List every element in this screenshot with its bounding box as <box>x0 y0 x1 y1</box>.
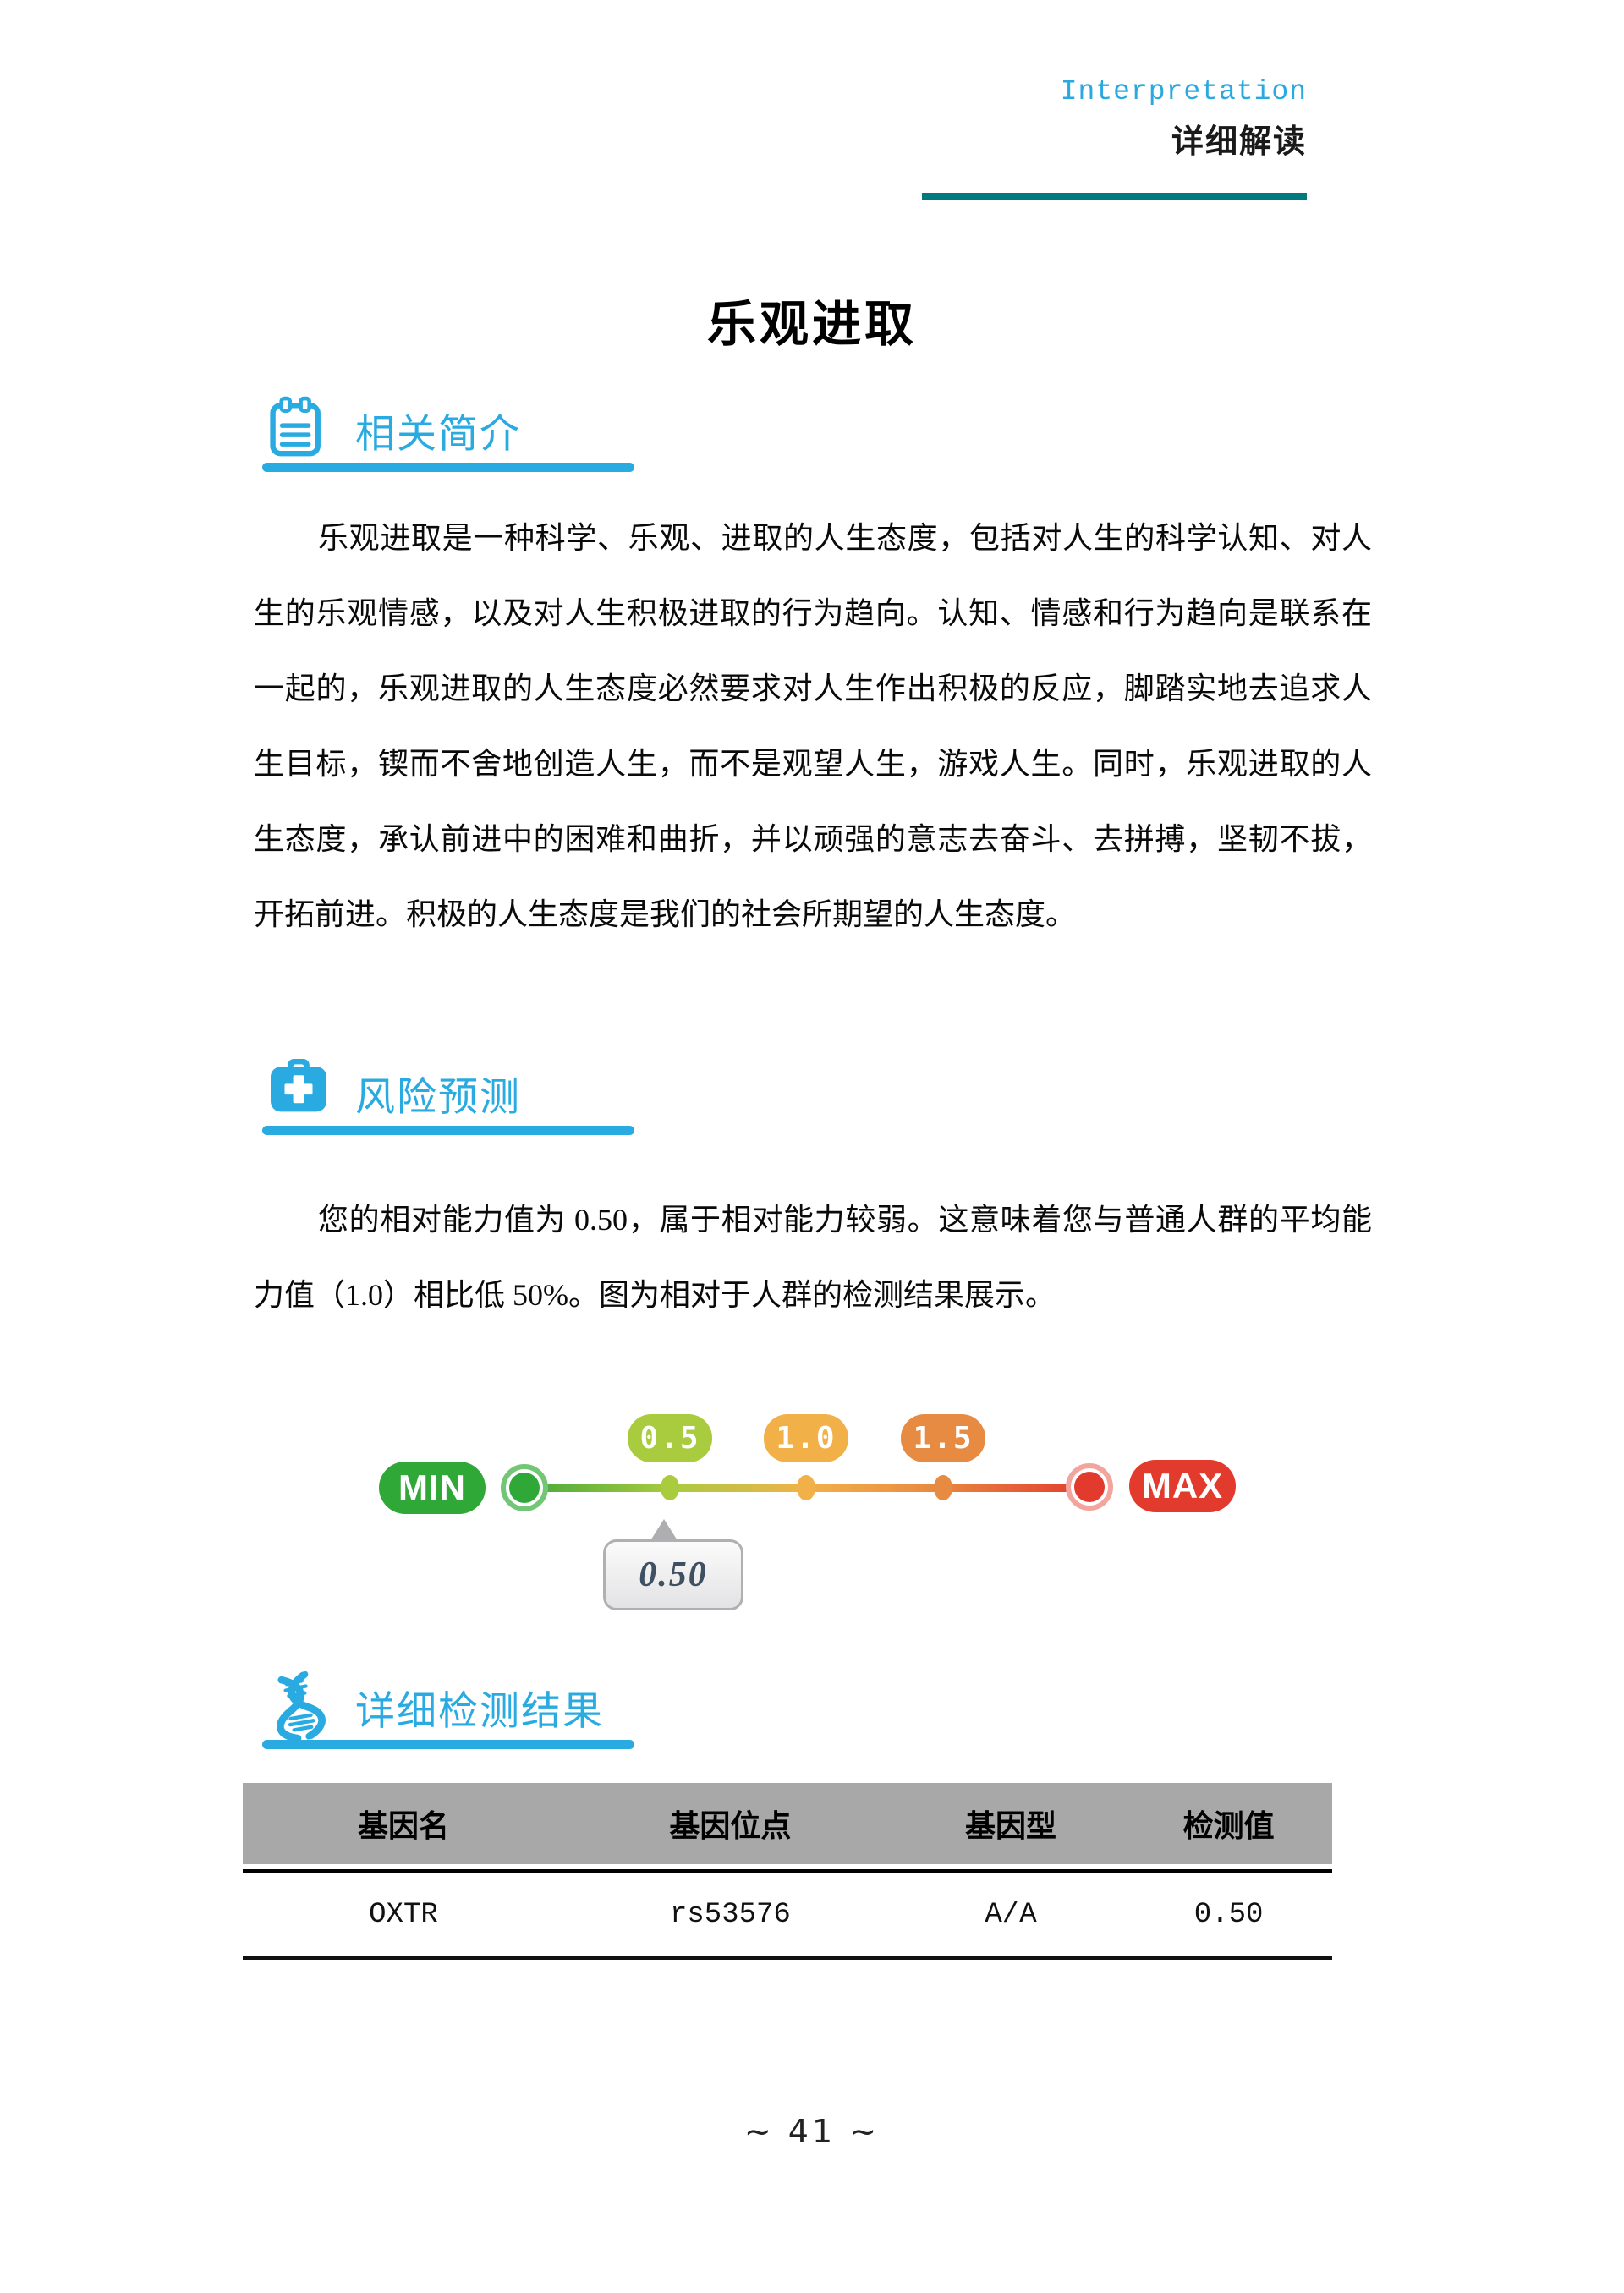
page-title: 乐观进取 <box>706 297 917 352</box>
first-aid-kit-icon <box>269 1059 328 1119</box>
section-label-intro: 相关简介 <box>355 411 521 456</box>
section-header-results: 详细检测结果 <box>262 1670 634 1751</box>
table-bottom-border <box>243 1956 1332 1960</box>
cell-genotype: A/A <box>985 1899 1037 1931</box>
risk-gauge: 0.5 1.0 1.5 MIN MAX 0.50 <box>364 1404 1260 1624</box>
section-underline <box>262 1126 634 1135</box>
table-header-divider <box>243 1869 1332 1873</box>
section-underline <box>262 463 634 472</box>
gauge-end-marker <box>1066 1463 1113 1511</box>
header-english-label: Interpretation <box>1060 76 1307 107</box>
section-label-results: 详细检测结果 <box>355 1688 604 1733</box>
column-header-gene-locus: 基因位点 <box>669 1808 792 1843</box>
table-row: OXTR rs53576 A/A 0.50 <box>243 1873 1332 1956</box>
cell-value: 0.50 <box>1193 1899 1264 1931</box>
header-divider <box>922 193 1307 200</box>
gauge-min-label: MIN <box>379 1462 486 1514</box>
gauge-tick-dot-0.5 <box>661 1475 679 1500</box>
gauge-start-marker <box>501 1464 548 1511</box>
notepad-icon <box>269 396 325 463</box>
gauge-tick-badge-1.5: 1.5 <box>901 1414 985 1462</box>
value-callout: 0.50 <box>603 1539 743 1610</box>
gauge-tick-badge-0.5: 0.5 <box>628 1414 712 1462</box>
intro-paragraph: 乐观进取是一种科学、乐观、进取的人生态度，包括对人生的科学认知、对人生的乐观情感… <box>254 521 1372 931</box>
column-header-gene-name: 基因名 <box>357 1808 449 1843</box>
column-header-genotype: 基因型 <box>965 1808 1057 1843</box>
gauge-max-label: MAX <box>1129 1460 1236 1512</box>
cell-gene-locus: rs53576 <box>669 1899 791 1931</box>
gauge-tick-dot-1.5 <box>934 1475 952 1500</box>
page-number: ~ 41 ~ <box>743 2113 881 2150</box>
results-table-header-row: 基因名 基因位点 基因型 检测值 <box>243 1783 1332 1864</box>
cell-gene-name: OXTR <box>369 1899 438 1931</box>
section-label-risk: 风险预测 <box>355 1074 521 1119</box>
gauge-tick-dot-1.0 <box>797 1475 815 1500</box>
dna-icon <box>263 1669 334 1750</box>
header-chinese-label: 详细解读 <box>1171 124 1307 160</box>
section-header-intro: 相关简介 <box>262 396 634 474</box>
risk-paragraph: 您的相对能力值为 0.50，属于相对能力较弱。这意味着您与普通人群的平均能力值（… <box>254 1203 1372 1312</box>
results-table: 基因名 基因位点 基因型 检测值 OXTR rs53576 A/A 0.50 <box>243 1783 1332 1960</box>
section-underline <box>262 1740 634 1749</box>
value-callout-pointer <box>650 1519 678 1542</box>
gauge-tick-badge-1.0: 1.0 <box>764 1414 848 1462</box>
column-header-value: 检测值 <box>1182 1808 1275 1843</box>
section-header-risk: 风险预测 <box>262 1059 634 1137</box>
